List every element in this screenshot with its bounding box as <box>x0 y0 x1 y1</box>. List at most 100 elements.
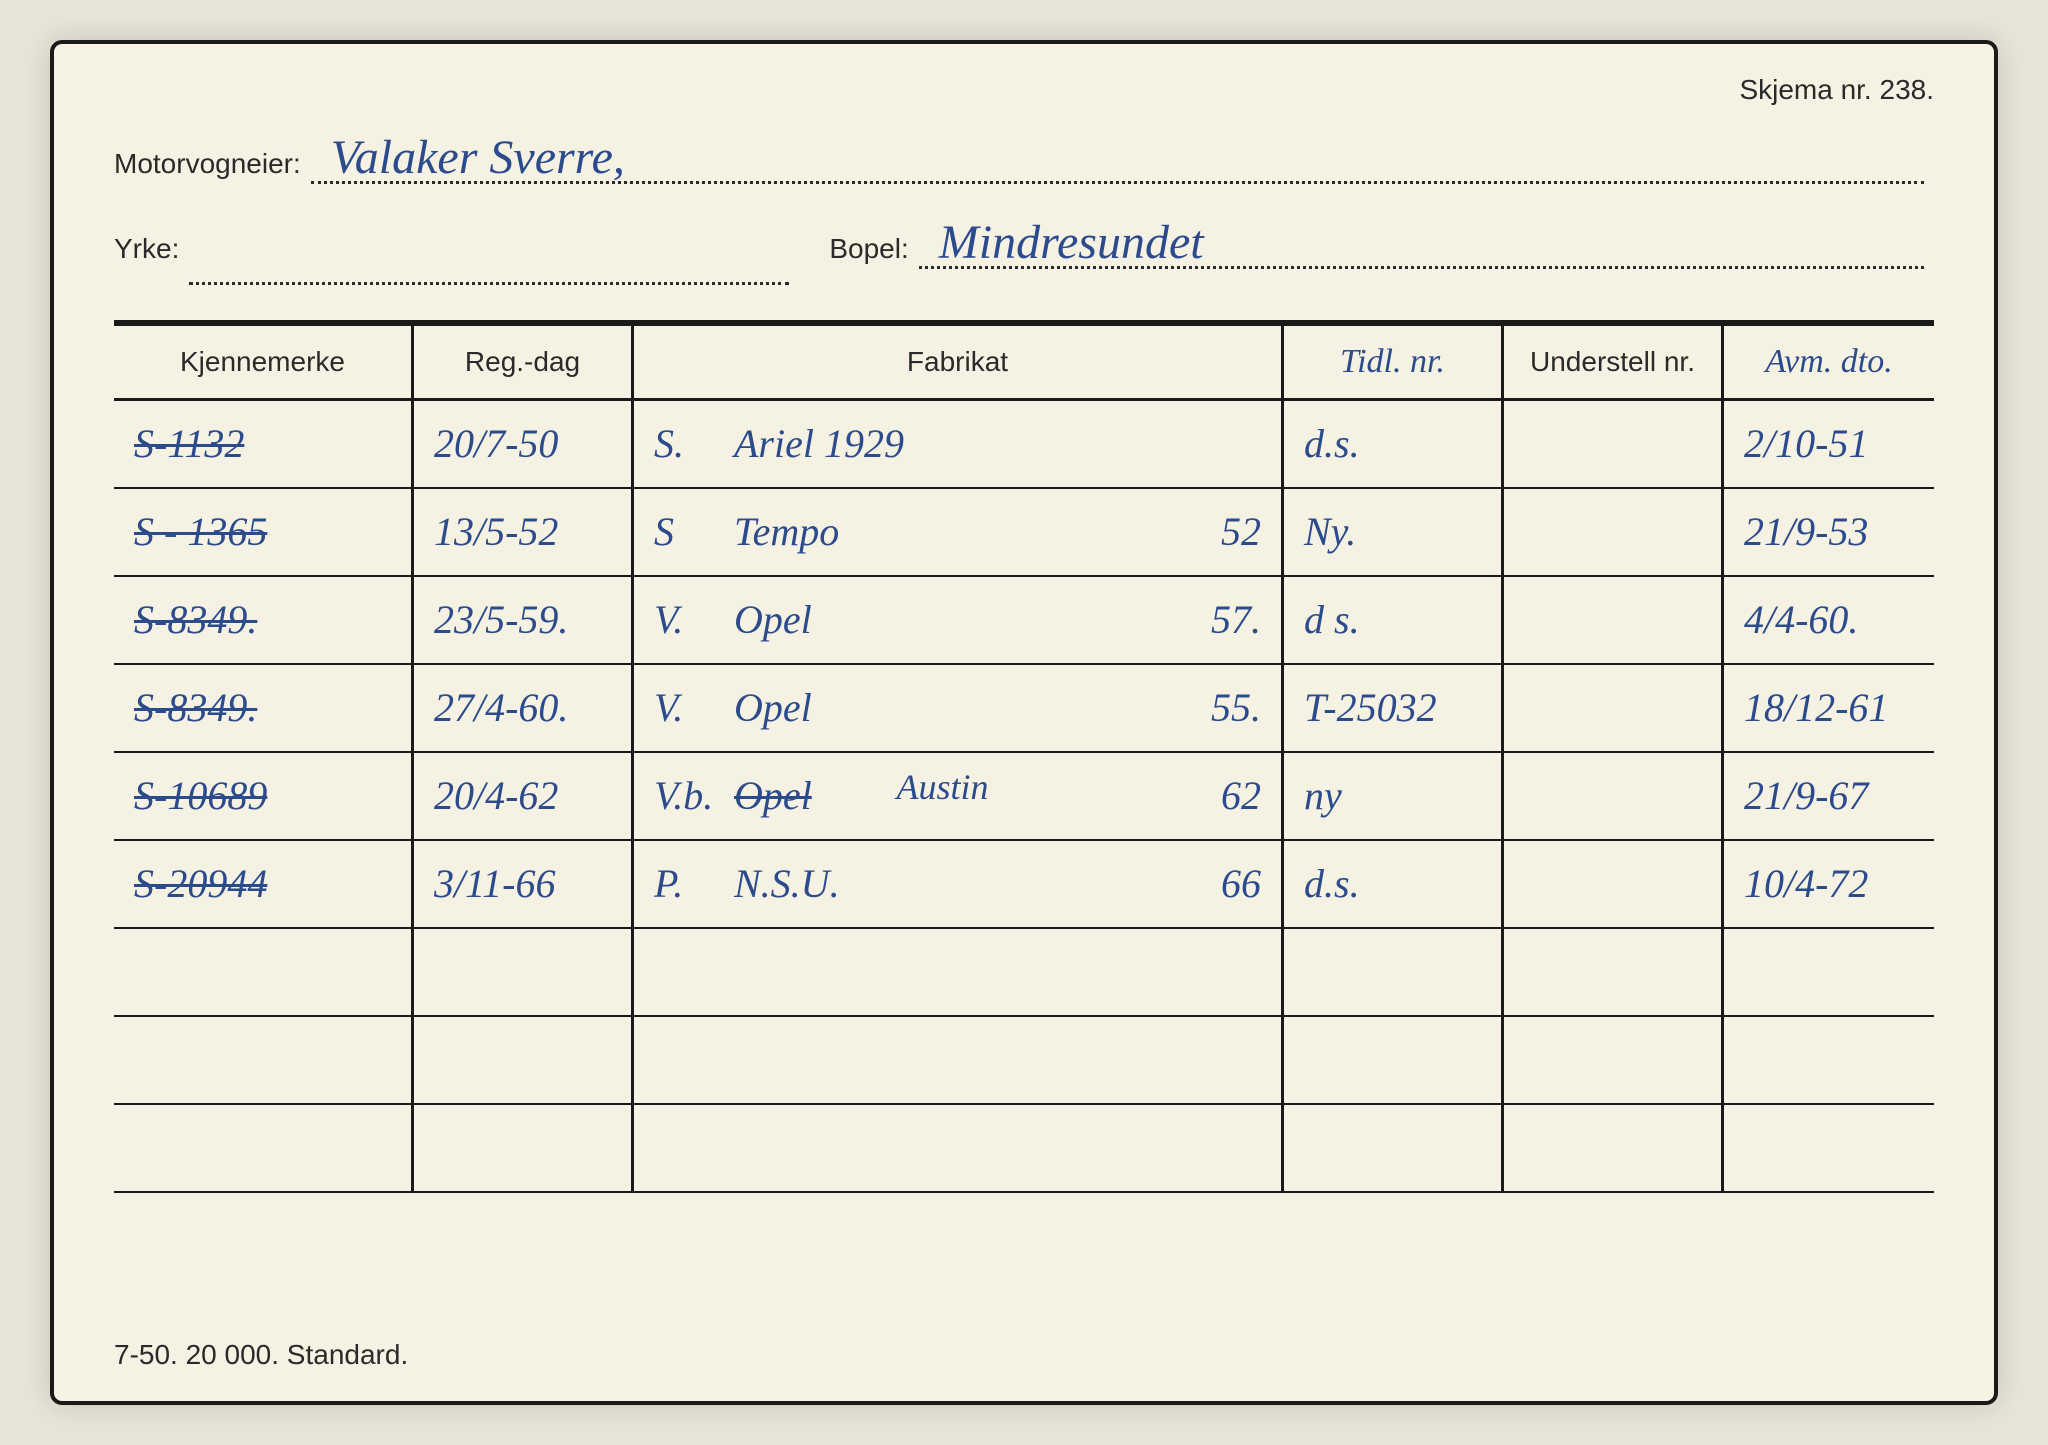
dato-value: 21/9-53 <box>1744 508 1868 555</box>
fabrikat-year: 55. <box>1211 685 1261 730</box>
reg-dag-value: 13/5-52 <box>434 508 558 555</box>
cell-tidl: d.s. <box>1284 841 1504 927</box>
tidl-value: Ny. <box>1304 508 1356 555</box>
cell-understell <box>1504 665 1724 751</box>
dato-value: 18/12-61 <box>1744 684 1888 731</box>
residence-label: Bopel: <box>829 233 908 265</box>
tidl-value: T-25032 <box>1304 684 1437 731</box>
cell-kjennemerke <box>114 1105 414 1191</box>
kjennemerke-value: S - 1365 <box>134 508 267 555</box>
fabrikat-letter: S <box>654 509 674 554</box>
table-row <box>114 1105 1934 1193</box>
cell-understell <box>1504 841 1724 927</box>
col-header-understell: Understell nr. <box>1504 326 1724 398</box>
kjennemerke-value: S-20944 <box>134 860 267 907</box>
col-header-kjennemerke: Kjennemerke <box>114 326 414 398</box>
cell-fabrikat <box>634 929 1284 1015</box>
dato-value: 10/4-72 <box>1744 860 1868 907</box>
reg-dag-value: 20/4-62 <box>434 772 558 819</box>
cell-kjennemerke: S-8349. <box>114 577 414 663</box>
cell-reg-dag: 23/5-59. <box>414 577 634 663</box>
owner-name: Valaker Sverre, <box>331 130 625 185</box>
tidl-value: d.s. <box>1304 420 1360 467</box>
table-body: S-1132 20/7-50 S. Ariel 1929 d.s. 2/10-51 S - … <box>114 401 1934 1193</box>
cell-dato <box>1724 929 1934 1015</box>
kjennemerke-value: S-8349. <box>134 596 257 643</box>
fabrikat-overwrite: Austin <box>704 766 1181 808</box>
dato-value: 2/10-51 <box>1744 420 1868 467</box>
cell-fabrikat <box>634 1105 1284 1191</box>
cell-kjennemerke <box>114 1017 414 1103</box>
fabrikat-name: Opel <box>734 597 812 642</box>
residence-value: Mindresundet <box>939 215 1204 270</box>
reg-dag-value: 27/4-60. <box>434 684 568 731</box>
fabrikat-name: Opel <box>734 685 812 730</box>
fabrikat-year: 62 <box>1221 773 1261 818</box>
cell-kjennemerke: S-10689 <box>114 753 414 839</box>
cell-dato <box>1724 1017 1934 1103</box>
occupation-residence-row: Yrke: Bopel: Mindresundet <box>114 219 1934 285</box>
tidl-value: d.s. <box>1304 860 1360 907</box>
occupation-field <box>189 235 789 285</box>
fabrikat-letter: S. <box>654 421 684 466</box>
cell-tidl <box>1284 1105 1504 1191</box>
col-header-fabrikat: Fabrikat <box>634 326 1284 398</box>
kjennemerke-value: S-10689 <box>134 772 267 819</box>
col-header-reg-dag: Reg.-dag <box>414 326 634 398</box>
fabrikat-letter: P. <box>654 861 683 906</box>
kjennemerke-value: S-1132 <box>134 420 244 467</box>
col-header-dato-text: Avm. dto. <box>1765 343 1892 381</box>
cell-tidl <box>1284 1017 1504 1103</box>
cell-understell <box>1504 753 1724 839</box>
table-row: S - 136513/5-52STempo52Ny.21/9-53 <box>114 489 1934 577</box>
cell-reg-dag <box>414 1017 634 1103</box>
cell-fabrikat: V.Opel57. <box>634 577 1284 663</box>
dato-value: 21/9-67 <box>1744 772 1868 819</box>
table-row: S-1132 20/7-50 S. Ariel 1929 d.s. 2/10-51 <box>114 401 1934 489</box>
fabrikat-letter: V. <box>654 597 683 642</box>
cell-reg-dag <box>414 929 634 1015</box>
cell-understell <box>1504 929 1724 1015</box>
cell-understell <box>1504 401 1724 487</box>
cell-tidl: T-25032 <box>1284 665 1504 751</box>
cell-dato: 4/4-60. <box>1724 577 1934 663</box>
cell-fabrikat: V.b.OpelAustin62 <box>634 753 1284 839</box>
cell-kjennemerke: S-20944 <box>114 841 414 927</box>
cell-tidl: Ny. <box>1284 489 1504 575</box>
col-header-understell-text: Understell nr. <box>1530 346 1695 378</box>
fabrikat-name: Tempo <box>734 509 839 554</box>
cell-fabrikat: V.Opel55. <box>634 665 1284 751</box>
kjennemerke-value: S-8349. <box>134 684 257 731</box>
cell-understell <box>1504 1017 1724 1103</box>
reg-dag-value: 20/7-50 <box>434 420 558 467</box>
tidl-value: ny <box>1304 772 1342 819</box>
owner-field: Valaker Sverre, <box>311 134 1924 184</box>
fabrikat-year: 66 <box>1221 861 1261 906</box>
cell-fabrikat: P. N.S.U. 66 <box>634 841 1284 927</box>
cell-kjennemerke: S - 1365 <box>114 489 414 575</box>
cell-understell <box>1504 1105 1724 1191</box>
cell-reg-dag: 27/4-60. <box>414 665 634 751</box>
cell-reg-dag <box>414 1105 634 1191</box>
cell-dato: 21/9-53 <box>1724 489 1934 575</box>
table-row: S-8349.27/4-60.V.Opel55.T-2503218/12-61 <box>114 665 1934 753</box>
table-row: S-8349.23/5-59.V.Opel57.d s.4/4-60. <box>114 577 1934 665</box>
tidl-value: d s. <box>1304 596 1360 643</box>
dato-value: 4/4-60. <box>1744 596 1858 643</box>
table-row <box>114 1017 1934 1105</box>
owner-label: Motorvogneier: <box>114 148 301 180</box>
reg-dag-value: 23/5-59. <box>434 596 568 643</box>
cell-reg-dag: 20/7-50 <box>414 401 634 487</box>
fabrikat-name: N.S.U. <box>734 861 840 906</box>
cell-tidl: d.s. <box>1284 401 1504 487</box>
cell-kjennemerke: S-8349. <box>114 665 414 751</box>
table-row: S-1068920/4-62V.b.OpelAustin62ny21/9-67 <box>114 753 1934 841</box>
cell-dato: 10/4-72 <box>1724 841 1934 927</box>
cell-dato: 21/9-67 <box>1724 753 1934 839</box>
fabrikat-name: Ariel 1929 <box>734 421 904 466</box>
table-row <box>114 929 1934 1017</box>
cell-reg-dag: 20/4-62 <box>414 753 634 839</box>
cell-understell <box>1504 577 1724 663</box>
cell-tidl <box>1284 929 1504 1015</box>
cell-tidl: d s. <box>1284 577 1504 663</box>
